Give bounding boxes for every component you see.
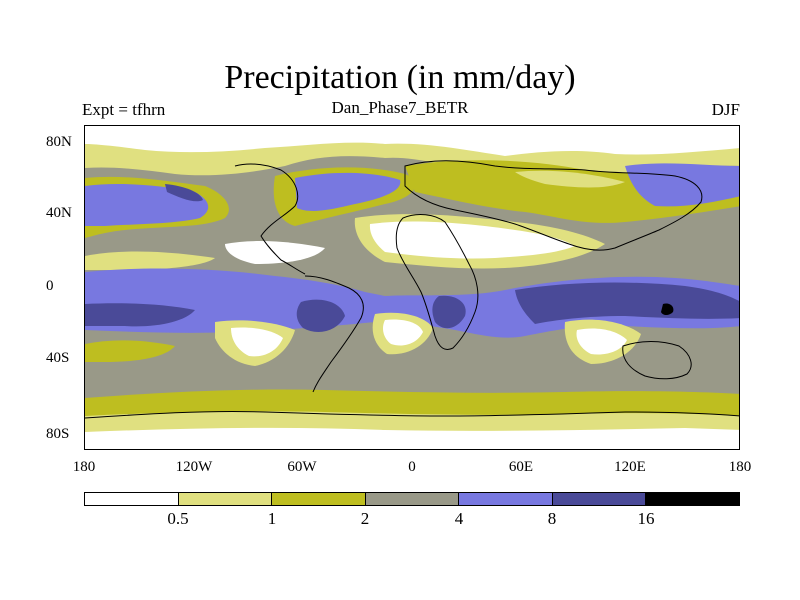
lon-label-60e: 60E xyxy=(508,459,534,475)
field-natl-blue xyxy=(295,172,401,211)
map-title: Precipitation (in mm/day) xyxy=(224,59,576,96)
lat-label-80n: 80N xyxy=(46,134,72,150)
field-ne-pac-white xyxy=(225,241,325,264)
field-warm-pool-dark xyxy=(515,282,739,324)
field-spac-olive xyxy=(85,340,175,362)
field-congo-dark xyxy=(432,295,466,329)
coast-antarctica xyxy=(85,410,739,419)
field-amazon-dark xyxy=(296,299,345,332)
colorbar-label-8: 8 xyxy=(547,509,557,528)
field-max-black xyxy=(661,303,674,315)
colorbar-box xyxy=(85,493,179,505)
colorbar-label-2: 2 xyxy=(360,509,370,528)
field-spcz-dark xyxy=(85,303,195,327)
field-antarctic-white xyxy=(85,427,739,449)
coast-eurasia xyxy=(404,160,703,251)
coast-australia xyxy=(622,341,692,380)
field-indian-white xyxy=(576,328,627,355)
lon-label-120w: 120W xyxy=(175,459,213,475)
lat-label-40n: 40N xyxy=(46,205,72,221)
colorbar-box xyxy=(646,493,740,505)
coast-north-america xyxy=(234,163,306,275)
colorbar-box xyxy=(178,493,273,505)
lon-label-0: 0 xyxy=(408,459,416,475)
field-se-atl-white xyxy=(383,319,423,346)
colorbar-label-1: 1 xyxy=(267,509,277,528)
colorbar-label-4: 4 xyxy=(454,509,464,528)
colorbar-label-16: 16 xyxy=(637,509,655,528)
experiment-label: Expt = tfhrn xyxy=(82,100,166,119)
lat-label-40s: 40S xyxy=(46,350,70,366)
lon-label-180e: 180 xyxy=(728,459,752,475)
coast-south-america xyxy=(304,275,364,393)
colorbar-box xyxy=(552,493,647,505)
lat-label-80s: 80S xyxy=(46,426,70,442)
field-arctic-white xyxy=(85,126,739,156)
lon-label-60w: 60W xyxy=(287,459,317,475)
lon-label-120e: 120E xyxy=(614,459,646,475)
field-siberia-light xyxy=(515,170,625,188)
season-label: DJF xyxy=(711,100,740,119)
colorbar-label-0-5: 0.5 xyxy=(167,509,189,528)
colorbar-box xyxy=(365,493,460,505)
colorbar-box xyxy=(459,493,553,505)
field-sahara-white xyxy=(369,221,575,259)
precipitation-field xyxy=(85,126,739,449)
lon-label-180w: 180 xyxy=(72,459,96,475)
field-npac-sub-light xyxy=(85,251,215,270)
field-se-pac-white xyxy=(231,327,283,357)
coast-africa xyxy=(395,214,479,350)
map-subtitle: Dan_Phase7_BETR xyxy=(331,98,469,117)
precipitation-map xyxy=(84,125,740,450)
coastlines xyxy=(85,160,739,419)
lat-label-0: 0 xyxy=(46,278,54,294)
colorbar xyxy=(84,492,740,506)
colorbar-box xyxy=(272,493,366,505)
field-npac-dark xyxy=(165,184,203,202)
